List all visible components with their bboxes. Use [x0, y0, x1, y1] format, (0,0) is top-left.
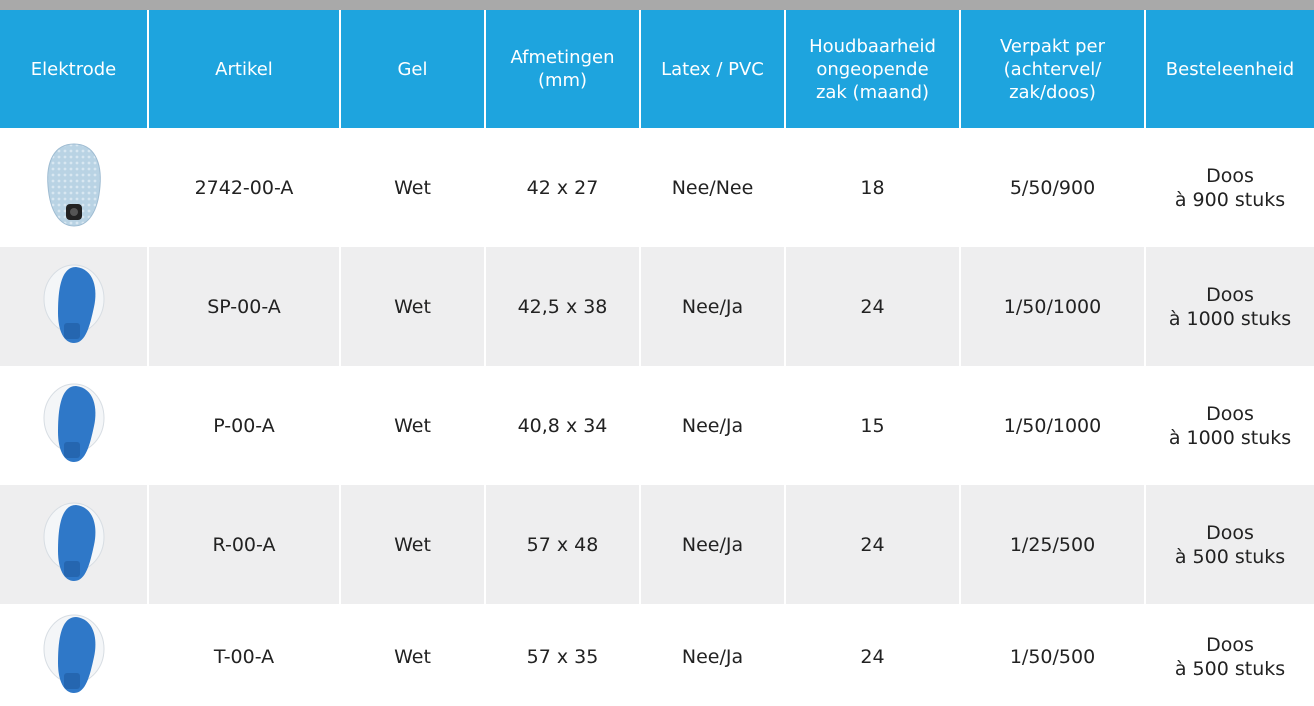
table-cell: SP-00-A	[148, 247, 340, 366]
table-cell: Wet	[340, 366, 485, 485]
table-cell: 5/50/900	[960, 128, 1145, 247]
table-cell: 1/50/500	[960, 604, 1145, 706]
table-cell: 42,5 x 38	[485, 247, 640, 366]
table-cell: Nee/Nee	[640, 128, 785, 247]
table-cell: 24	[785, 485, 960, 604]
table-cell: 15	[785, 366, 960, 485]
table-cell: Doos à 1000 stuks	[1145, 247, 1314, 366]
electrode-cell	[0, 366, 148, 485]
table-cell: 1/25/500	[960, 485, 1145, 604]
table-cell: Doos à 500 stuks	[1145, 604, 1314, 706]
electrode-image	[42, 611, 106, 697]
electrode-cell	[0, 247, 148, 366]
table-cell: T-00-A	[148, 604, 340, 706]
table-cell: Doos à 900 stuks	[1145, 128, 1314, 247]
electrode-image	[42, 380, 106, 466]
table-cell: 24	[785, 247, 960, 366]
electrode-cell	[0, 485, 148, 604]
table-cell: 42 x 27	[485, 128, 640, 247]
column-header: Artikel	[148, 10, 340, 128]
column-header: Gel	[340, 10, 485, 128]
electrode-image	[44, 142, 104, 228]
table-cell: 57 x 48	[485, 485, 640, 604]
table-cell: 1/50/1000	[960, 366, 1145, 485]
electrode-cell	[0, 604, 148, 706]
table-cell: Doos à 1000 stuks	[1145, 366, 1314, 485]
table-cell: Nee/Ja	[640, 604, 785, 706]
top-bar	[0, 0, 1314, 10]
table-cell: 1/50/1000	[960, 247, 1145, 366]
table-cell: P-00-A	[148, 366, 340, 485]
table-cell: Nee/Ja	[640, 366, 785, 485]
column-header: Elektrode	[0, 10, 148, 128]
electrode-image	[42, 261, 106, 347]
column-header: Besteleenheid	[1145, 10, 1314, 128]
table-cell: 24	[785, 604, 960, 706]
column-header: Houdbaarheid ongeopende zak (maand)	[785, 10, 960, 128]
table-cell: R-00-A	[148, 485, 340, 604]
table-cell: Wet	[340, 247, 485, 366]
table-cell: Nee/Ja	[640, 247, 785, 366]
electrode-cell	[0, 128, 148, 247]
table-cell: Wet	[340, 485, 485, 604]
page: ElektrodeArtikelGelAfmetingen (mm)Latex …	[0, 0, 1314, 706]
electrode-image	[42, 499, 106, 585]
table-cell: Wet	[340, 604, 485, 706]
table-cell: 40,8 x 34	[485, 366, 640, 485]
column-header: Afmetingen (mm)	[485, 10, 640, 128]
table-cell: 2742-00-A	[148, 128, 340, 247]
table-cell: 18	[785, 128, 960, 247]
table-cell: Nee/Ja	[640, 485, 785, 604]
table-cell: 57 x 35	[485, 604, 640, 706]
column-header: Latex / PVC	[640, 10, 785, 128]
column-header: Verpakt per (achtervel/ zak/doos)	[960, 10, 1145, 128]
table-cell: Wet	[340, 128, 485, 247]
table-cell: Doos à 500 stuks	[1145, 485, 1314, 604]
